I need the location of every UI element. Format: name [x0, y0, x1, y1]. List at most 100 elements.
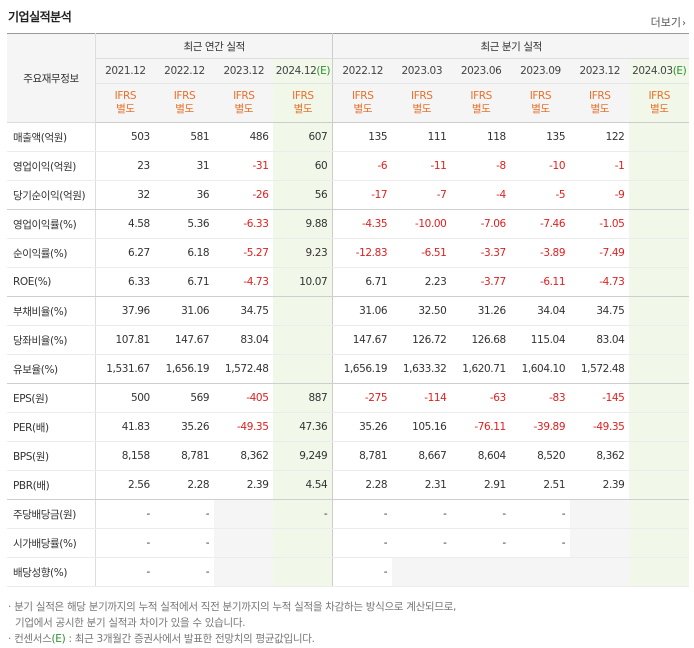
more-link[interactable]: 더보기›	[651, 14, 686, 30]
row-label: 당좌비율(%)	[7, 325, 96, 355]
table-cell: -	[332, 557, 393, 587]
table-cell: 1,572.48	[570, 354, 630, 384]
annual-period-header: 2021.12	[95, 58, 155, 84]
row-label: 부채비율(%)	[7, 296, 96, 326]
ifrs-label: IFRS 별도	[510, 83, 571, 123]
table-cell: -4.73	[214, 267, 274, 297]
ifrs-label: IFRS 별도	[214, 83, 274, 123]
table-cell: -	[510, 528, 571, 558]
note-quarterly: · 분기 실적은 해당 분기까지의 누적 실적에서 직전 분기까지의 누적 실적…	[8, 601, 457, 613]
estimate-tag: (E)	[316, 65, 331, 77]
ifrs-standard: IFRS	[411, 90, 433, 102]
annual-period-header: 2023.12	[214, 58, 274, 84]
table-cell: -83	[510, 383, 571, 413]
table-cell: -1.05	[570, 209, 630, 239]
table-row: 당기순이익(억원) 32 36 -26 56 -17 -7 -4 -5 -9	[7, 180, 689, 210]
table-cell: -	[332, 499, 393, 529]
ifrs-label: IFRS 별도	[629, 83, 689, 123]
table-cell: 47.36	[273, 412, 333, 442]
table-cell: 500	[95, 383, 155, 413]
ifrs-label: IFRS 별도	[451, 83, 511, 123]
quarter-period-header: 2023.03	[392, 58, 452, 84]
table-cell: -114	[392, 383, 452, 413]
table-cell: 31	[154, 151, 215, 181]
table-cell: -5	[510, 180, 571, 210]
period-label: 2021.12	[105, 65, 146, 77]
ifrs-standard: IFRS	[648, 90, 670, 102]
table-cell: 4.54	[273, 470, 333, 500]
ifrs-scope: 별도	[175, 103, 194, 115]
quarter-period-header: 2023.12	[570, 58, 630, 84]
period-label: 2024.12	[275, 65, 317, 77]
table-cell: -	[95, 499, 155, 529]
table-cell: 83.04	[570, 325, 630, 355]
table-cell: 105.16	[392, 412, 452, 442]
annual-period-header: 2022.12	[154, 58, 215, 84]
table-cell: -1	[570, 151, 630, 181]
table-row: 시가배당률(%) - - - - - -	[7, 528, 689, 558]
table-cell: -6.11	[510, 267, 571, 297]
table-cell: 135	[332, 122, 393, 152]
period-label: 2024.03	[632, 65, 673, 77]
table-cell: -	[451, 528, 511, 558]
table-cell: 1,656.19	[332, 354, 393, 384]
table-cell: 36	[154, 180, 215, 210]
financial-table: 주요재무정보 최근 연간 실적 최근 분기 실적 2021.12 2022.12 2…	[7, 33, 689, 587]
table-cell: 34.75	[214, 296, 274, 326]
table-cell	[570, 528, 630, 558]
table-cell	[629, 354, 689, 384]
row-label: BPS(원)	[7, 441, 96, 471]
ifrs-scope: 별도	[590, 103, 610, 115]
period-label: 2023.03	[401, 65, 443, 77]
table-cell: 37.96	[95, 296, 155, 326]
table-cell: -17	[332, 180, 393, 210]
row-label: ROE(%)	[7, 267, 96, 297]
table-cell: 34.75	[570, 296, 630, 326]
note-consensus-label: · 컨센서스	[8, 633, 52, 645]
table-cell: -26	[214, 180, 274, 210]
table-cell: 2.91	[451, 470, 511, 500]
table-row: 매출액(억원) 503 581 486 607 135 111 118 135 122	[7, 122, 689, 152]
table-cell: 503	[95, 122, 155, 152]
table-cell	[629, 383, 689, 413]
quarter-period-header: 2022.12	[332, 58, 393, 84]
table-cell: 31.26	[451, 296, 511, 326]
row-label: 순이익률(%)	[7, 238, 96, 268]
table-cell: -	[510, 499, 571, 529]
table-cell	[214, 528, 274, 558]
table-cell: -	[95, 528, 155, 558]
section-title: 기업실적분석	[8, 10, 72, 24]
table-cell: 118	[451, 122, 511, 152]
ifrs-scope: 별도	[649, 103, 669, 115]
table-cell: -7	[392, 180, 452, 210]
table-cell	[629, 296, 689, 326]
table-cell: 1,604.10	[510, 354, 571, 384]
table-cell: 8,362	[570, 441, 630, 471]
table-cell	[629, 412, 689, 442]
table-cell: -	[154, 528, 215, 558]
ifrs-standard: IFRS	[470, 90, 492, 102]
ifrs-label: IFRS 별도	[273, 83, 333, 123]
table-cell: -39.89	[510, 412, 571, 442]
table-cell: 6.71	[332, 267, 393, 297]
row-label: 영업이익(억원)	[7, 151, 96, 181]
ifrs-scope: 별도	[116, 103, 135, 115]
table-cell: 32.50	[392, 296, 452, 326]
table-cell: -9	[570, 180, 630, 210]
table-cell: -63	[451, 383, 511, 413]
table-cell: 1,531.67	[95, 354, 155, 384]
table-cell: -	[332, 528, 393, 558]
table-cell: 60	[273, 151, 333, 181]
ifrs-label: IFRS 별도	[95, 83, 155, 123]
table-cell: -7.06	[451, 209, 511, 239]
table-cell: 8,362	[214, 441, 274, 471]
ifrs-standard: IFRS	[589, 90, 611, 102]
table-row: PER(배) 41.83 35.26 -49.35 47.36 35.26 105.16 -7…	[7, 412, 689, 442]
table-row: 유보율(%) 1,531.67 1,656.19 1,572.48 1,656.19 1,…	[7, 354, 689, 384]
table-cell: 2.28	[332, 470, 393, 500]
table-cell: -	[154, 499, 215, 529]
annual-group-header: 최근 연간 실적	[95, 33, 333, 59]
table-cell: 2.56	[95, 470, 155, 500]
table-row: 당좌비율(%) 107.81 147.67 83.04 147.67 126.72 126.…	[7, 325, 689, 355]
row-label: 배당성향(%)	[7, 557, 96, 587]
